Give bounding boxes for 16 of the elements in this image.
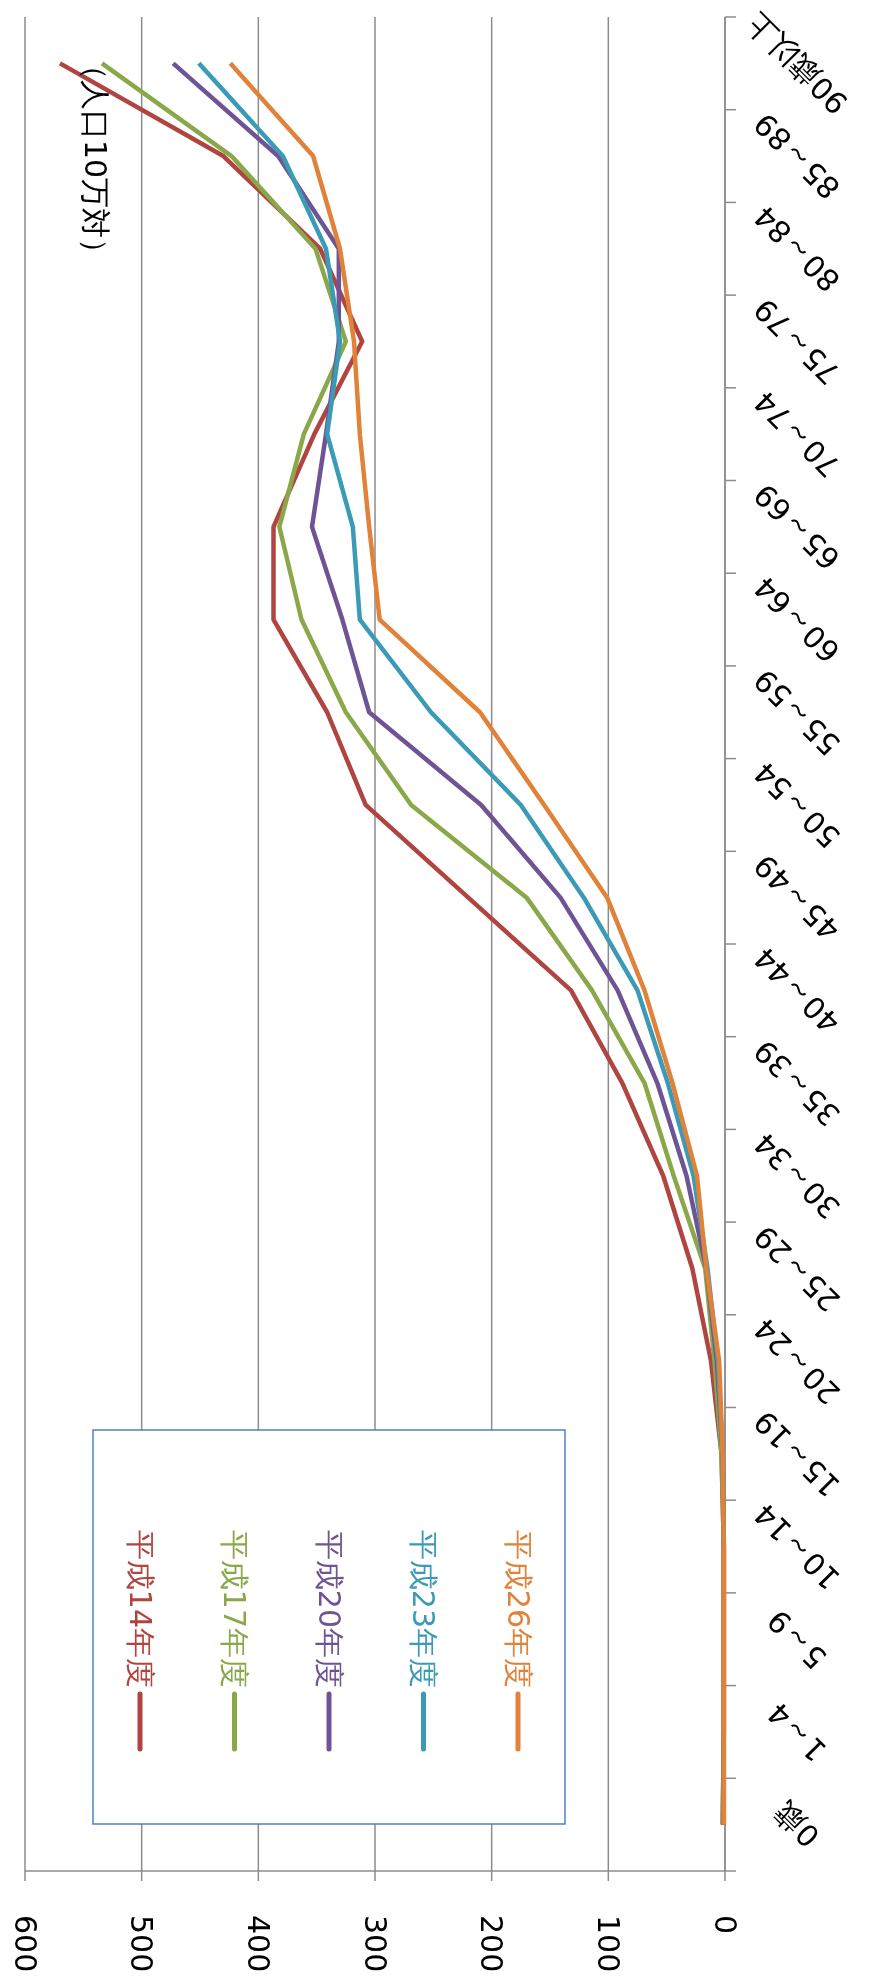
text: 平成17年度 xyxy=(217,1529,252,1688)
text: 平成23年度 xyxy=(406,1529,441,1688)
x-tick-label: 500 xyxy=(124,1915,160,1973)
text: 平成26年度 xyxy=(500,1529,536,1688)
annotation: （人口10万対） xyxy=(77,50,113,269)
x-tick-label: 0 xyxy=(707,1915,743,1935)
x-tick-label: 300 xyxy=(357,1915,393,1973)
x-tick-label: 200 xyxy=(474,1915,510,1973)
x-tick-label: 100 xyxy=(590,1915,626,1973)
text: 平成20年度 xyxy=(311,1529,347,1688)
y-tick-label: 1～4 xyxy=(760,1695,834,1769)
x-tick-label: 400 xyxy=(240,1915,276,1973)
x-tick-label: 600 xyxy=(7,1915,43,1973)
y-tick-label: 5～9 xyxy=(760,1602,834,1676)
y-tick-label: 0歳 xyxy=(767,1794,827,1855)
text: 平成14年度 xyxy=(122,1529,158,1688)
